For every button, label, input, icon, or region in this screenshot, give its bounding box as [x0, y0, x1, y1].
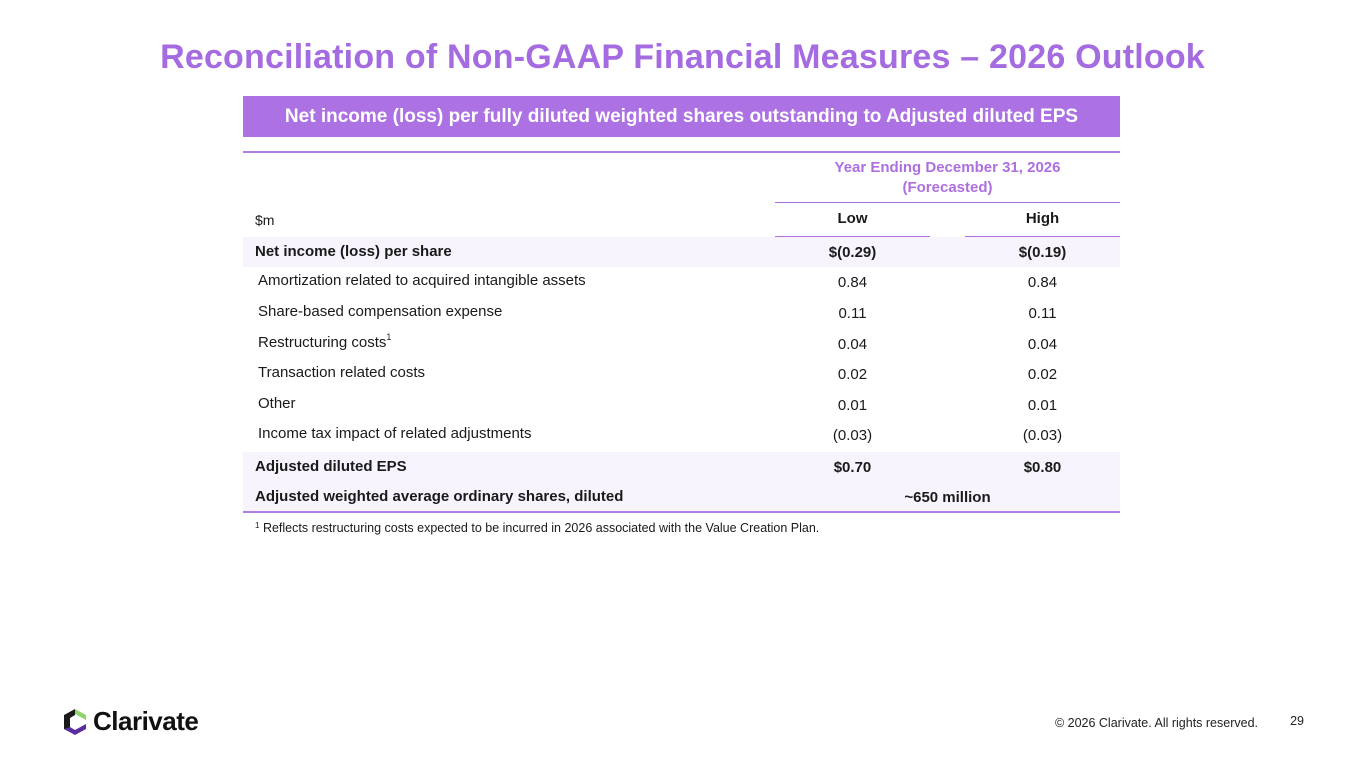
unit-label: $m	[255, 212, 275, 228]
page-title: Reconciliation of Non-GAAP Financial Mea…	[160, 38, 1205, 76]
period-header-underline	[775, 202, 1120, 203]
row-value-high: 0.04	[1027, 336, 1058, 353]
clarivate-logo: Clarivate	[62, 706, 199, 737]
row-value-low: (0.03)	[832, 427, 873, 444]
column-header-high: High	[1025, 210, 1060, 227]
row-value-high: $0.80	[1023, 459, 1062, 476]
footnote: 1 Reflects restructuring costs expected …	[255, 521, 819, 535]
row-label: Income tax impact of related adjustments	[258, 425, 532, 442]
row-value-low: 0.01	[837, 397, 868, 414]
column-header-low-underline	[775, 236, 930, 237]
logo-text: Clarivate	[93, 706, 199, 736]
page-number: 29	[1290, 714, 1304, 728]
footnote-marker: 1	[255, 521, 260, 530]
clarivate-mark-icon	[64, 708, 86, 735]
row-value-high: (0.03)	[1022, 427, 1063, 444]
row-value-combined: ~650 million	[904, 489, 991, 506]
row-value-low: $(0.29)	[828, 244, 877, 261]
row-label-wrapper: Restructuring costs1	[258, 332, 392, 351]
table-banner: Net income (loss) per fully diluted weig…	[243, 96, 1120, 137]
row-value-low: 0.84	[837, 274, 868, 291]
row-value-low: 0.11	[838, 305, 867, 322]
row-label: Restructuring costs	[258, 334, 387, 351]
row-value-high: 0.11	[1028, 305, 1057, 322]
footnote-text: Reflects restructuring costs expected to…	[262, 521, 820, 535]
table-top-divider	[243, 151, 1120, 153]
period-header: Year Ending December 31, 2026 (Forecaste…	[775, 158, 1120, 198]
row-label: Adjusted weighted average ordinary share…	[255, 488, 624, 505]
column-header-high-underline	[965, 236, 1120, 237]
row-label: Amortization related to acquired intangi…	[258, 272, 586, 289]
table-row-other: Other 0.01 0.01	[243, 390, 1120, 420]
table-row-adjusted-eps: Adjusted diluted EPS $0.70 $0.80	[243, 452, 1120, 482]
row-value-high: $(0.19)	[1018, 244, 1067, 261]
period-header-line2: (Forecasted)	[902, 179, 993, 196]
table-row-share-based-comp: Share-based compensation expense 0.11 0.…	[243, 298, 1120, 328]
row-label: Share-based compensation expense	[258, 303, 503, 320]
table-row-transaction: Transaction related costs 0.02 0.02	[243, 359, 1120, 389]
period-header-line1: Year Ending December 31, 2026	[834, 159, 1061, 176]
row-label: Net income (loss) per share	[255, 243, 452, 260]
row-value-high: 0.01	[1027, 397, 1058, 414]
row-value-low: 0.02	[837, 366, 868, 383]
row-value-low: 0.04	[837, 336, 868, 353]
row-label: Other	[258, 395, 296, 412]
table-bottom-divider	[243, 511, 1120, 513]
table-row-income-tax: Income tax impact of related adjustments…	[243, 420, 1120, 450]
column-header-low: Low	[837, 210, 868, 227]
table-row-restructuring: Restructuring costs1 0.04 0.04	[243, 329, 1120, 359]
table-row-weighted-shares: Adjusted weighted average ordinary share…	[243, 482, 1120, 512]
row-label: Transaction related costs	[258, 364, 426, 381]
copyright: © 2026 Clarivate. All rights reserved.	[1054, 716, 1258, 730]
table-row-net-income: Net income (loss) per share $(0.29) $(0.…	[243, 237, 1120, 267]
row-value-high: 0.02	[1027, 366, 1058, 383]
footnote-marker: 1	[386, 332, 392, 342]
table-row-amortization: Amortization related to acquired intangi…	[243, 267, 1120, 297]
row-label: Adjusted diluted EPS	[255, 458, 407, 475]
row-value-low: $0.70	[833, 459, 872, 476]
row-value-high: 0.84	[1027, 274, 1058, 291]
